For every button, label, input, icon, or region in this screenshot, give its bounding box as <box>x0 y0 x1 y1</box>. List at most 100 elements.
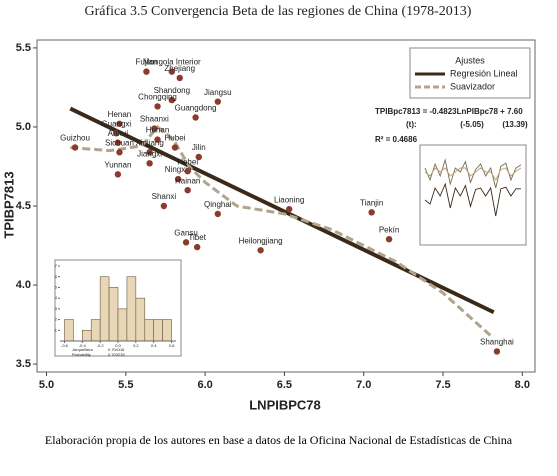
data-point <box>146 149 153 156</box>
data-point <box>285 205 293 213</box>
point-label: Pekín <box>379 225 399 234</box>
point-label: Guangxi <box>101 119 131 128</box>
point-label: Jiangxi <box>137 149 162 158</box>
point-label: Shanxi <box>152 192 177 201</box>
data-point <box>168 68 176 75</box>
point-label: Jiangsu <box>204 88 232 97</box>
equation-text: R² = 0.4686 <box>375 135 418 144</box>
legend-label: Regresión Lineal <box>450 68 518 78</box>
y-tick-label: 1 <box>55 327 58 332</box>
point-label: Sichuan <box>105 138 134 147</box>
stat-value: 0.703239 <box>108 352 125 357</box>
data-point <box>160 202 168 210</box>
data-point <box>182 239 190 246</box>
fit-line <box>70 124 492 337</box>
x-tick-label: 5.0 <box>39 379 54 391</box>
x-tick-label: -0.6 <box>61 343 69 348</box>
x-tick-label: 7.5 <box>435 379 450 391</box>
y-tick-label: 3.5 <box>16 358 31 370</box>
data-point <box>368 209 375 216</box>
data-point <box>257 247 264 254</box>
data-point <box>214 210 222 218</box>
histogram-bar <box>162 319 172 342</box>
point-label: Hubei <box>165 134 186 143</box>
histogram-bar <box>99 276 110 342</box>
legend-title: Ajustes <box>455 55 485 65</box>
point-label: Henan <box>108 110 132 119</box>
line-inset <box>419 144 527 246</box>
point-label: Tibet <box>188 233 206 242</box>
point-label: Shanghai <box>480 338 514 347</box>
data-point <box>385 236 393 243</box>
y-tick-label: 2 <box>55 317 58 322</box>
chart-title: Gráfica 3.5 Convergencia Beta de las reg… <box>85 4 472 19</box>
point-label: Zhejiang <box>164 64 195 73</box>
x-tick-label: 0.6 <box>169 343 175 348</box>
caption: Elaboración propia de los autores en bas… <box>44 433 513 447</box>
histogram-bar <box>117 308 128 342</box>
data-point <box>114 171 122 178</box>
data-point <box>493 348 501 355</box>
x-tick-label: 7.0 <box>356 379 371 391</box>
data-point <box>143 68 150 75</box>
y-tick-label: 4 <box>55 295 58 300</box>
x-tick-label: 8.0 <box>515 379 530 391</box>
point-label: Anhui <box>108 129 129 138</box>
point-label: Shandong <box>154 86 190 95</box>
data-point <box>176 74 183 82</box>
data-point <box>174 175 182 183</box>
data-point <box>116 120 123 127</box>
x-tick-label: 0.4 <box>151 343 157 348</box>
point-label: Hunan <box>146 126 170 135</box>
point-label: Fujian <box>136 58 158 67</box>
y-axis-title: TPIBP7813 <box>1 171 16 238</box>
data-point <box>192 114 199 121</box>
point-label: Chongqing <box>138 93 177 102</box>
inset-line <box>424 167 522 181</box>
inset-line <box>424 182 521 217</box>
data-point <box>193 243 201 251</box>
data-point <box>154 103 161 110</box>
data-point <box>195 153 202 161</box>
x-tick-label: 5.5 <box>118 379 133 391</box>
x-tick-label: 6.5 <box>277 379 292 391</box>
point-label: Gansu <box>174 228 198 237</box>
point-label: Qinghai <box>204 200 232 209</box>
point-label: Heilongjiang <box>239 236 283 245</box>
histogram-bar <box>82 329 92 342</box>
x-tick-label: 0.2 <box>133 343 139 348</box>
equation-text: (-5.05) <box>460 120 484 129</box>
point-label: Jilin <box>192 143 206 152</box>
point-label: Ningxia <box>165 165 192 174</box>
point-label: Tianjin <box>360 198 383 207</box>
point-label: Yunnan <box>104 160 131 169</box>
point-label: Guizhou <box>60 134 90 143</box>
point-label: Guangdong <box>175 104 217 113</box>
point-label: Mongola Interior <box>143 58 201 67</box>
data-point <box>168 96 176 104</box>
stat-label: Probability <box>72 352 91 357</box>
chart: Gráfica 3.5 Convergencia Beta de las reg… <box>1 4 536 412</box>
data-point <box>114 139 122 146</box>
point-label: Hebei <box>177 157 198 166</box>
y-tick-label: 4.5 <box>16 200 31 212</box>
equation-text: (t): <box>406 120 417 129</box>
x-tick-label: -0.2 <box>97 343 105 348</box>
inset-line <box>424 158 522 189</box>
histogram-bar <box>64 319 74 342</box>
y-tick-label: 6 <box>55 274 58 279</box>
data-point <box>146 160 153 167</box>
data-point <box>71 144 79 151</box>
data-point <box>171 144 179 151</box>
data-point <box>214 98 222 105</box>
histogram-bar <box>135 297 146 342</box>
y-tick-label: 5.5 <box>16 42 31 54</box>
y-tick-label: 5 <box>55 284 58 289</box>
data-point <box>184 186 191 194</box>
equation-text: (13.39) <box>502 120 528 129</box>
x-axis-title: LNPIBPC78 <box>249 397 321 412</box>
data-point <box>116 149 123 156</box>
point-label: Shaanxi <box>140 115 169 124</box>
point-label: Liaoning <box>274 195 304 204</box>
